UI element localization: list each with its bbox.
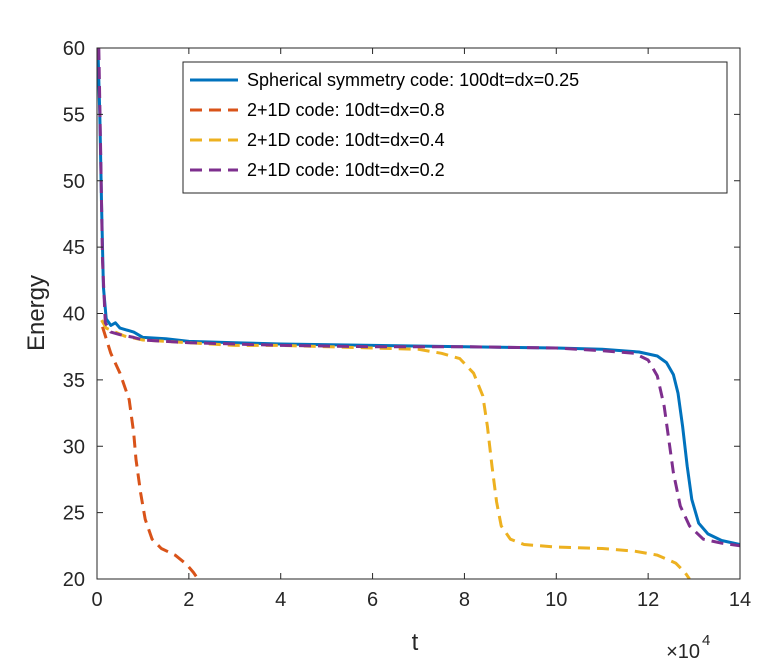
y-tick-label: 20 [63,569,85,591]
y-tick-label: 40 [63,304,85,326]
series-layer [97,48,740,579]
tick-layer: 0 2 4 6 8 10 12 14 20 25 30 35 40 45 50 55 60 [63,38,751,611]
y-tick-label: 35 [63,370,85,392]
x-tick-label: 12 [637,589,659,611]
y-tick-label: 60 [63,38,85,60]
legend: Spherical symmetry code: 100dt=dx=0.25 2+… [182,61,728,194]
x-axis-exponent: ×10 4 [666,632,710,663]
legend-label-2: 2+1D code: 10dt=dx=0.8 [247,100,445,120]
x-tick-label: 2 [183,589,194,611]
x-tick-label: 4 [275,589,286,611]
legend-label-3: 2+1D code: 10dt=dx=0.4 [247,130,445,150]
x-axis-exponent-power: 4 [702,632,710,649]
x-axis-label: t [412,629,419,656]
y-tick-label: 45 [63,237,85,259]
legend-label-4: 2+1D code: 10dt=dx=0.2 [247,160,445,180]
x-tick-label: 14 [729,589,751,611]
x-tick-label: 8 [459,589,470,611]
x-tick-label: 6 [367,589,378,611]
series-line-1 [97,48,740,546]
y-tick-label: 30 [63,436,85,458]
y-tick-label: 25 [63,503,85,525]
legend-label-1: Spherical symmetry code: 100dt=dx=0.25 [247,70,579,90]
x-tick-label: 0 [91,589,102,611]
x-axis-exponent-base: ×10 [666,641,700,663]
y-tick-label: 55 [63,104,85,126]
x-tick-label: 10 [545,589,567,611]
y-axis-label: Energy [23,275,50,351]
series-line-4 [97,48,740,548]
legend-box [182,61,728,194]
y-tick-label: 50 [63,171,85,193]
